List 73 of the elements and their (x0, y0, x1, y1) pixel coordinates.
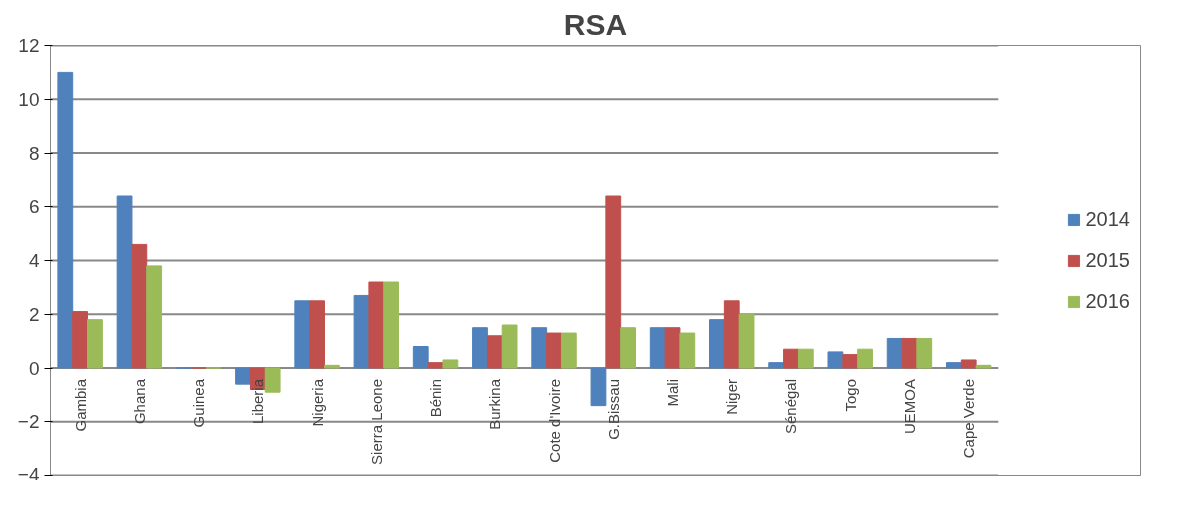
bar (486, 335, 503, 369)
bar (87, 319, 103, 369)
bar (679, 332, 696, 369)
bar (797, 348, 814, 369)
bar (323, 364, 340, 369)
bar (353, 294, 370, 369)
bar (945, 362, 962, 369)
bar (783, 348, 799, 369)
bar (827, 351, 844, 369)
bar (901, 337, 918, 369)
bar (472, 327, 488, 369)
x-tick-label: Nigeria (308, 378, 326, 427)
bar (546, 332, 562, 369)
y-tick-label: 6 (28, 196, 40, 218)
bar (664, 327, 681, 369)
bar (886, 337, 903, 369)
bar (383, 281, 400, 369)
bar (309, 300, 325, 369)
bar (235, 367, 251, 385)
y-tick-label: 0 (28, 357, 40, 379)
x-tick-label: Liberia (249, 378, 267, 425)
bar (723, 300, 740, 369)
bar (605, 195, 622, 369)
bar (501, 324, 518, 369)
bar (768, 362, 785, 369)
y-tick-label: −2 (17, 411, 40, 433)
y-tick-label: 8 (28, 142, 40, 164)
bar (649, 327, 666, 369)
y-tick-label: 12 (18, 35, 40, 56)
bar (427, 362, 444, 369)
legend-label: 2014 (1085, 207, 1130, 231)
bar (294, 300, 311, 369)
x-tick-label: Cote d'Ivoire (545, 378, 563, 463)
chart-title: RSA (563, 7, 628, 41)
bar (590, 367, 607, 407)
y-tick-label: −4 (17, 463, 40, 485)
bar (620, 327, 636, 369)
x-tick-label: Ghana (130, 378, 148, 425)
x-tick-label: Bénin (427, 378, 445, 418)
bar (960, 359, 977, 369)
x-tick-label: Guinea (190, 378, 208, 428)
bar (412, 346, 429, 369)
x-tick-label: Sénégal (782, 378, 800, 435)
bar (842, 354, 859, 369)
x-tick-label: Gambia (71, 378, 89, 432)
legend-label: 2015 (1085, 248, 1130, 272)
x-tick-label: G.Bissau (604, 379, 622, 440)
x-tick-label: UEMOA (900, 378, 918, 434)
y-tick-label: 4 (28, 250, 40, 271)
bar (975, 364, 992, 369)
bar (116, 195, 133, 369)
bar (264, 367, 281, 393)
bar (916, 337, 933, 369)
bar (531, 327, 548, 369)
x-tick-label: Niger (723, 378, 741, 415)
y-tick-label: 10 (18, 88, 40, 110)
x-tick-label: Cape Verde (960, 378, 978, 459)
bar (709, 319, 725, 369)
legend-label: 2016 (1085, 289, 1130, 313)
bar (368, 281, 385, 369)
bar (146, 265, 163, 369)
bar (57, 71, 74, 369)
bar (131, 243, 148, 369)
bar (560, 332, 577, 369)
y-tick-label: 2 (28, 303, 40, 325)
bar (857, 348, 873, 369)
bar (72, 311, 89, 369)
x-tick-label: Mali (664, 378, 682, 407)
x-tick-label: Sierra Leone (367, 378, 385, 465)
bar (442, 359, 459, 369)
bar (738, 313, 755, 369)
x-tick-label: Burkina (486, 378, 504, 430)
x-tick-label: Togo (841, 379, 859, 412)
